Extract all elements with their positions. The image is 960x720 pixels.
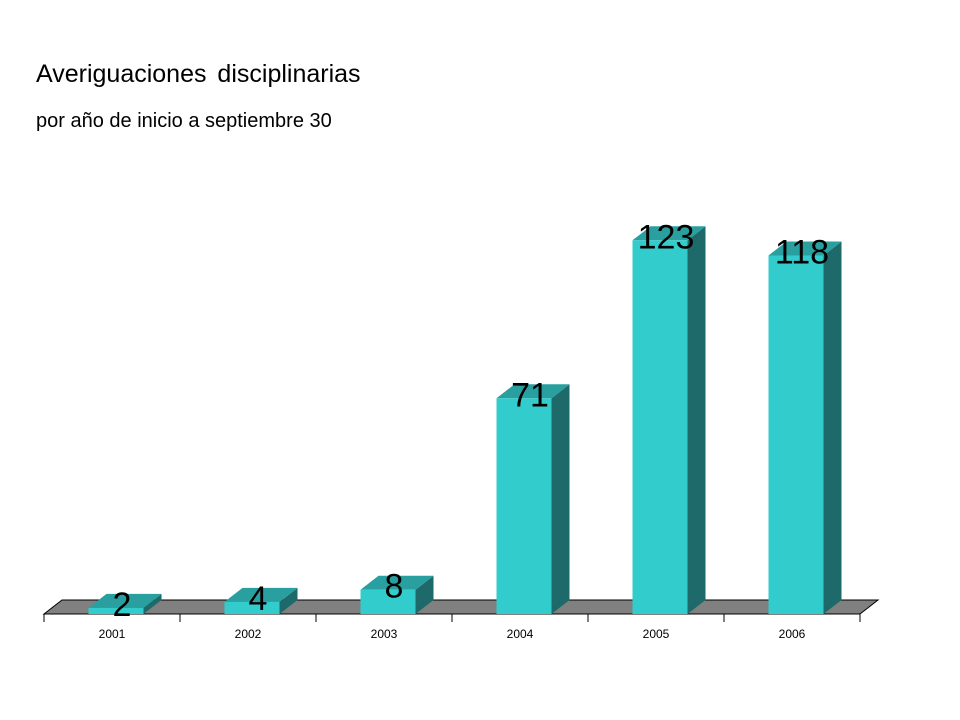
x-tick-label-2004: 2004 — [507, 627, 534, 641]
bar-top-face — [224, 587, 298, 602]
bar-top-face — [88, 593, 162, 608]
x-tick-label-2005: 2005 — [643, 627, 670, 641]
chart-subtitle: por año de inicio a septiembre 30 — [36, 110, 332, 132]
data-label-2002: 4 — [249, 580, 268, 618]
bar-top-face — [360, 575, 434, 590]
bar-front-face — [768, 255, 824, 614]
bar-front-face — [360, 589, 416, 614]
chart-floor — [42, 599, 880, 615]
x-tick-label-2002: 2002 — [235, 627, 262, 641]
bar-front-face — [632, 240, 688, 614]
data-label-2001: 2 — [113, 586, 132, 624]
bar-side-face — [687, 226, 706, 614]
bar-front-face — [88, 607, 144, 614]
bar-front-face — [496, 398, 552, 614]
bar-2004 — [496, 384, 570, 614]
bar-side-face — [823, 241, 842, 614]
x-tick-label-2003: 2003 — [371, 627, 398, 641]
bar-2006 — [768, 241, 842, 614]
bar-2002 — [224, 587, 298, 614]
data-label-2003: 8 — [385, 568, 404, 606]
chart-title: Averiguaciones disciplinarias — [36, 60, 361, 88]
bar-top-face — [632, 226, 706, 241]
bar-side-face — [143, 593, 162, 614]
bar-front-face — [224, 601, 280, 614]
bar-top-face — [768, 241, 842, 256]
bar-top-face — [496, 384, 570, 399]
x-tick-label-2006: 2006 — [779, 627, 806, 641]
data-label-2004: 71 — [511, 376, 549, 414]
bar-side-face — [415, 575, 434, 614]
data-label-2005: 123 — [638, 218, 695, 256]
x-tick-label-2001: 2001 — [99, 627, 126, 641]
bar-2001 — [88, 593, 162, 614]
bar-side-face — [551, 384, 570, 614]
data-label-2006: 118 — [775, 233, 829, 271]
bar-side-face — [279, 587, 298, 614]
bar-2005 — [632, 226, 706, 614]
bar-2003 — [360, 575, 434, 614]
